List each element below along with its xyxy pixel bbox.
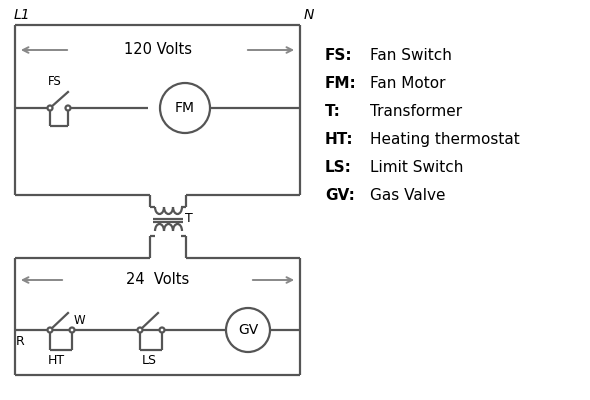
Text: GV:: GV: xyxy=(325,188,355,203)
Text: T:: T: xyxy=(325,104,341,119)
Text: Transformer: Transformer xyxy=(370,104,462,119)
Circle shape xyxy=(48,328,53,332)
Text: Heating thermostat: Heating thermostat xyxy=(370,132,520,147)
Text: Limit Switch: Limit Switch xyxy=(370,160,463,175)
Text: Gas Valve: Gas Valve xyxy=(370,188,445,203)
Text: 120 Volts: 120 Volts xyxy=(123,42,192,58)
Circle shape xyxy=(137,328,143,332)
Text: Fan Motor: Fan Motor xyxy=(370,76,445,91)
Circle shape xyxy=(70,328,74,332)
Text: N: N xyxy=(304,8,314,22)
Text: FM:: FM: xyxy=(325,76,357,91)
Text: LS:: LS: xyxy=(325,160,352,175)
Text: FS:: FS: xyxy=(325,48,353,63)
Circle shape xyxy=(160,83,210,133)
Text: HT: HT xyxy=(48,354,65,367)
Circle shape xyxy=(65,106,70,110)
Text: 24  Volts: 24 Volts xyxy=(126,272,189,288)
Text: FS: FS xyxy=(48,75,62,88)
Text: W: W xyxy=(74,314,86,327)
Text: L1: L1 xyxy=(14,8,31,22)
Text: Fan Switch: Fan Switch xyxy=(370,48,452,63)
Text: LS: LS xyxy=(142,354,157,367)
Text: GV: GV xyxy=(238,323,258,337)
Text: FM: FM xyxy=(175,101,195,115)
Circle shape xyxy=(226,308,270,352)
Text: HT:: HT: xyxy=(325,132,353,147)
Text: T: T xyxy=(185,212,193,226)
Text: R: R xyxy=(16,335,25,348)
Circle shape xyxy=(48,106,53,110)
Circle shape xyxy=(159,328,165,332)
